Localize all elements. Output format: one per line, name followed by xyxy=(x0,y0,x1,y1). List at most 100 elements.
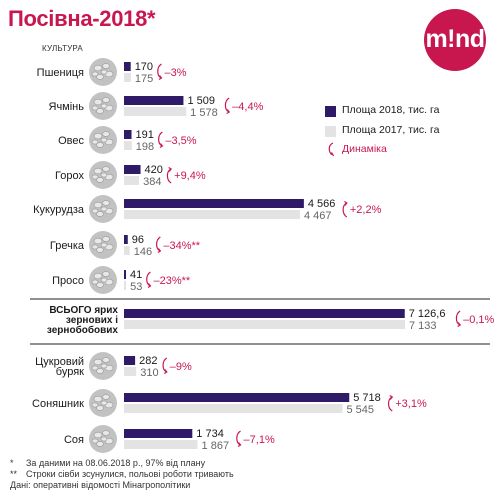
bar-2017 xyxy=(124,141,132,150)
change-label: –4,4% xyxy=(232,101,263,113)
bar-2017 xyxy=(124,440,198,449)
thumb-seed xyxy=(100,400,108,406)
bar-2018 xyxy=(124,356,136,365)
change-label: –0,1% xyxy=(463,314,494,326)
category-label: Гречка xyxy=(50,240,85,252)
footnote-text: За даними на 08.06.2018 р., 97% від план… xyxy=(26,458,206,468)
bar-2017 xyxy=(124,281,127,290)
bar-2018 xyxy=(124,309,405,318)
thumb-seed xyxy=(91,71,99,77)
value-label-2018: 41 xyxy=(130,269,142,281)
thumb-seed xyxy=(91,174,99,180)
thumb-seed xyxy=(93,167,103,175)
thumb-seed xyxy=(96,247,104,253)
thumb-seed xyxy=(100,363,108,369)
value-label-2018: 5 718 xyxy=(353,392,381,404)
thumb-seed xyxy=(93,431,103,439)
footnote-mark: * xyxy=(10,458,14,468)
value-label-2018: 170 xyxy=(135,61,153,73)
arrow-head xyxy=(344,200,348,206)
dynamics-arrow-icon xyxy=(328,142,335,156)
chart-title: Посівна-2018* xyxy=(8,6,156,31)
oat-grain-icon xyxy=(89,126,117,154)
arrow-head xyxy=(389,394,394,400)
dynamics-down-arrow-icon xyxy=(156,236,162,254)
bar-2018 xyxy=(124,130,132,139)
value-label-2017: 146 xyxy=(134,246,152,258)
legend-swatch-2017 xyxy=(325,126,336,137)
thumb-seed xyxy=(102,236,110,242)
value-label-2017: 1 578 xyxy=(190,107,218,119)
change-label: –7,1% xyxy=(244,434,275,446)
dynamics-up-arrow-icon xyxy=(166,166,173,184)
thumb-seed xyxy=(93,98,103,106)
thumb-seed xyxy=(91,279,99,285)
category-label: зернових і xyxy=(66,315,118,326)
dynamics-up-arrow-icon xyxy=(342,200,348,218)
thumb-seed xyxy=(91,438,99,444)
thumb-seed xyxy=(102,131,110,137)
thumb-seed xyxy=(100,172,108,178)
thumb-seed xyxy=(91,402,99,408)
value-label-2017: 5 545 xyxy=(346,404,374,416)
value-label-2017: 53 xyxy=(130,281,142,293)
corn-icon xyxy=(89,195,117,223)
thumb-seed xyxy=(100,103,108,109)
thumb-seed xyxy=(96,177,104,183)
thumb-seed xyxy=(93,64,103,72)
category-label: Пшениця xyxy=(37,67,84,79)
category-label: буряк xyxy=(56,366,84,378)
dynamics-down-arrow-icon xyxy=(157,63,163,81)
thumb-seed xyxy=(102,63,110,69)
bar-2018 xyxy=(124,96,184,105)
bar-2017 xyxy=(124,73,131,82)
thumb-seed xyxy=(100,137,108,143)
logo-text: m!nd xyxy=(425,25,485,53)
category-label: Горох xyxy=(55,170,84,182)
bar-2018 xyxy=(124,429,193,438)
soybean-icon xyxy=(89,425,117,453)
arrow-head xyxy=(457,322,462,328)
legend-label-2017: Площа 2017, тис. га xyxy=(342,124,440,136)
change-label: +2,2% xyxy=(350,204,382,216)
source-note: Дані: оперативні відомості Мінагрополіти… xyxy=(10,480,234,491)
thumb-seed xyxy=(93,272,103,280)
category-label: ВСЬОГО ярих xyxy=(49,305,118,316)
value-label-2018: 282 xyxy=(139,355,157,367)
footnote-text: Строки сівби зсунулися, польові роботи т… xyxy=(26,469,234,479)
category-label: Овес xyxy=(58,135,84,147)
change-label: +9,4% xyxy=(174,170,206,182)
dynamics-down-arrow-icon xyxy=(455,310,462,328)
dynamics-down-arrow-icon xyxy=(224,97,231,115)
footnote: ** Строки сівби зсунулися, польові роботи… xyxy=(10,469,234,480)
change-label: +3,1% xyxy=(395,398,427,410)
dynamics-down-arrow-icon xyxy=(162,357,168,375)
thumb-seed xyxy=(91,365,99,371)
thumb-seed xyxy=(91,244,99,250)
bar-2017 xyxy=(124,404,343,413)
value-label-2018: 191 xyxy=(136,129,154,141)
bar-2017 xyxy=(124,246,130,255)
bar-2017 xyxy=(124,367,137,376)
thumb-seed xyxy=(91,208,99,214)
thumb-seed xyxy=(102,430,110,436)
sugar-beet-icon xyxy=(89,352,117,380)
arrow-head xyxy=(226,109,231,115)
category-label: Просо xyxy=(52,275,84,287)
category-label: Кукурудза xyxy=(33,204,85,216)
thumb-seed xyxy=(96,108,104,114)
footnotes: * За даними на 08.06.2018 р., 97% від пла… xyxy=(10,458,234,491)
thumb-seed xyxy=(93,395,103,403)
thumb-seed xyxy=(102,97,110,103)
change-label: –34%** xyxy=(163,240,200,252)
thumb-seed xyxy=(102,271,110,277)
thumb-seed xyxy=(96,211,104,217)
thumb-seed xyxy=(100,69,108,75)
thumb-seed xyxy=(96,282,104,288)
value-label-2018: 420 xyxy=(145,164,163,176)
bar-2017 xyxy=(124,320,405,329)
thumb-seed xyxy=(100,242,108,248)
